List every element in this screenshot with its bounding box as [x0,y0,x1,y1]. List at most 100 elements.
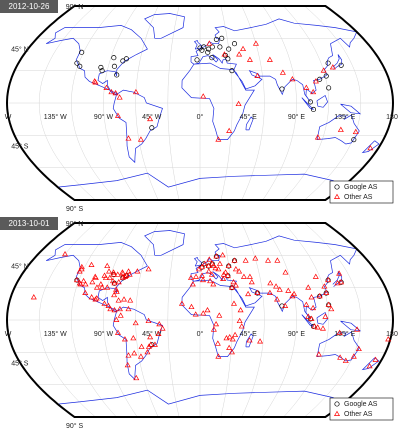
legend-marker [333,193,341,199]
point [307,99,313,105]
point [104,284,111,290]
graticule [38,5,96,201]
point [206,40,213,46]
point [207,277,214,284]
point [123,56,129,62]
point [273,283,280,289]
graticule [241,5,265,201]
point [159,325,166,331]
point [73,276,80,283]
point [242,257,249,263]
point [326,85,332,91]
point [303,301,310,307]
point [77,281,84,287]
point [92,79,99,85]
point [328,305,335,312]
lon-tick-label: W [5,114,12,121]
point [321,283,328,289]
point [285,287,292,293]
point [219,35,225,41]
point [240,273,247,279]
point [101,300,108,306]
point [221,51,228,57]
point [122,273,129,279]
graticule [262,5,297,201]
point [147,333,154,340]
coastline [46,230,380,405]
point [231,257,238,263]
lon-tick-label: W [5,331,12,338]
point [276,286,283,292]
point [133,374,140,381]
point [121,296,128,302]
point [215,353,222,359]
point [355,345,362,352]
point [111,55,117,61]
point [108,88,115,95]
graticule [167,222,180,418]
point [149,125,155,131]
point [200,310,207,316]
point [232,282,239,288]
point [144,349,151,355]
point [352,128,359,135]
point [366,363,373,369]
graticule [241,222,265,418]
point [220,271,227,277]
point [201,44,207,50]
point [156,321,163,327]
point [209,55,215,61]
lon-tick-label: 90° W [94,330,114,338]
legend-box [329,397,394,421]
map-panel: W 135° W 90° W 45° W 0° 45° E 90° E 135° E 180 90… [0,217,398,430]
point [282,269,289,275]
point [132,88,139,95]
point [127,297,134,303]
point [82,281,89,287]
point [317,76,323,82]
point [224,272,231,278]
point [113,316,120,322]
point [226,46,232,52]
point [279,86,285,92]
lon-tick-label: 135° E [334,330,355,338]
point [254,289,261,296]
point [155,330,162,336]
point [246,273,253,279]
point [77,63,83,69]
date-box [0,0,58,13]
lon-tick-label: 45° E [240,330,258,338]
point [145,266,152,272]
legend-marker [334,401,340,407]
legend-label: Other AS [344,194,373,201]
lon-tick-label: 45° W [142,113,162,121]
point [226,333,233,340]
point [337,126,344,132]
point [99,284,106,290]
point [111,306,118,313]
point [217,44,223,50]
point [111,63,117,69]
point [151,341,158,347]
point [274,296,281,302]
point [230,300,237,306]
legend-label: Google AS [344,184,378,191]
point [235,100,242,107]
point [232,266,239,272]
map-panel: W 135° W 90° W 45° W 0° 45° E 90° E 135° E 180 90… [0,0,398,213]
point [232,331,239,338]
point [214,340,221,346]
point [310,106,317,113]
point [78,263,85,270]
point [204,306,211,313]
point [76,268,83,274]
point [310,88,317,95]
point [312,273,319,279]
point [117,312,124,318]
point [104,262,111,269]
point [216,312,223,318]
point [323,289,330,296]
map-border [5,5,395,201]
lat-tick-label: 45° N [11,45,29,53]
point [187,274,194,280]
